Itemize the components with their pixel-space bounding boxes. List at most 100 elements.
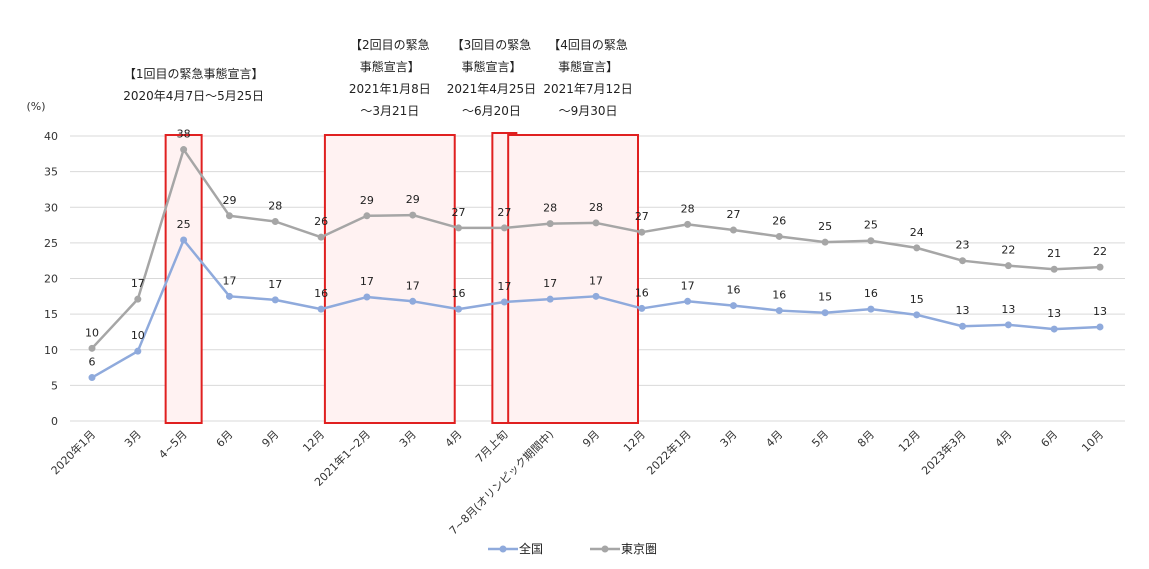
data-point — [867, 305, 875, 313]
data-point — [500, 298, 508, 306]
legend-label: 全国 — [519, 541, 543, 556]
annotation-line: ～3月21日 — [360, 104, 419, 118]
data-label: 29 — [360, 194, 374, 207]
legend-label: 東京圏 — [621, 542, 657, 556]
data-point — [592, 219, 600, 227]
data-label: 17 — [589, 274, 603, 287]
data-label: 25 — [864, 219, 878, 232]
annotation-line: 事態宣言】 — [558, 59, 618, 74]
emergency-period-box — [164, 134, 203, 424]
x-tick-label: 6月 — [214, 428, 236, 450]
data-point — [271, 296, 279, 304]
x-tick-label: 4月 — [443, 428, 465, 450]
y-tick-label: 35 — [44, 166, 58, 179]
y-tick-label: 25 — [44, 237, 58, 250]
data-point — [546, 295, 554, 303]
data-label: 29 — [406, 193, 420, 206]
annotation-line: 2021年7月12日 — [543, 82, 632, 96]
data-label: 38 — [177, 128, 191, 141]
data-point — [317, 233, 325, 241]
data-point — [775, 307, 783, 315]
data-label: 28 — [589, 201, 603, 214]
data-point — [363, 212, 371, 220]
legend: 全国 東京圏 — [488, 541, 657, 556]
data-labels: 6 10 25 17 17 16 17 17 16 17 17 17 16 17 16 16 15 16 15 13 1… — [85, 128, 1107, 369]
x-tick-label: 7月上旬 — [473, 428, 510, 465]
data-label: 27 — [635, 210, 649, 223]
y-axis: 0 5 10 15 20 25 30 35 40 — [44, 130, 58, 428]
data-label: 16 — [314, 287, 328, 300]
data-point — [363, 293, 371, 301]
data-label: 17 — [360, 275, 374, 288]
data-label: 23 — [956, 239, 970, 252]
data-label: 25 — [818, 220, 832, 233]
data-label: 13 — [956, 304, 970, 317]
data-label: 26 — [314, 215, 328, 228]
data-point — [409, 211, 417, 219]
data-point — [729, 302, 737, 310]
y-tick-label: 15 — [44, 308, 58, 321]
data-label: 17 — [131, 277, 145, 290]
data-label: 28 — [268, 200, 282, 213]
data-point — [729, 226, 737, 234]
data-point — [134, 295, 142, 303]
x-tick-label: 6月 — [1038, 428, 1060, 450]
data-point — [684, 297, 692, 305]
data-point — [959, 257, 967, 265]
data-label: 13 — [1001, 303, 1015, 316]
data-point — [180, 146, 188, 154]
y-tick-label: 0 — [51, 415, 58, 428]
x-tick-label: 12月 — [300, 428, 327, 455]
data-label: 16 — [452, 287, 466, 300]
data-label: 26 — [772, 214, 786, 227]
data-point — [592, 292, 600, 300]
y-axis-unit: (%) — [26, 100, 45, 113]
annotation-text: 【4回目の緊急事態宣言】 2021年7月12日 ～9月30日 — [543, 37, 632, 118]
data-point — [500, 224, 508, 232]
data-point — [959, 322, 967, 330]
data-label: 16 — [864, 287, 878, 300]
data-point — [225, 292, 233, 300]
data-label: 17 — [268, 278, 282, 291]
annotation-line: 【1回目の緊急事態宣言】 — [124, 66, 264, 81]
data-label: 28 — [543, 202, 557, 215]
annotation-text: 【2回目の緊急事態宣言】 2021年1月8日 ～3月21日 — [349, 37, 431, 118]
data-point — [455, 224, 463, 232]
annotation-line: 事態宣言】 — [461, 59, 521, 74]
x-tick-label: 2020年1月 — [48, 427, 98, 477]
annotation-line: 事態宣言】 — [360, 59, 420, 74]
data-label: 22 — [1093, 245, 1107, 258]
data-point — [1050, 325, 1058, 333]
data-point — [88, 374, 96, 382]
data-point — [821, 238, 829, 246]
series-lines — [88, 146, 1104, 382]
emergency-period-highlights — [164, 132, 639, 424]
data-label: 16 — [635, 286, 649, 299]
x-tick-label: 9月 — [259, 428, 281, 450]
data-label: 17 — [681, 279, 695, 292]
y-tick-label: 30 — [44, 201, 58, 214]
x-tick-label: 12月 — [896, 428, 923, 455]
legend-marker — [499, 545, 507, 553]
data-point — [913, 311, 921, 319]
data-label: 17 — [222, 274, 236, 287]
x-tick-label: 12月 — [621, 428, 648, 455]
data-label: 22 — [1001, 244, 1015, 257]
data-point — [225, 212, 233, 220]
data-label: 13 — [1047, 307, 1061, 320]
data-label: 21 — [1047, 247, 1061, 260]
data-point — [88, 344, 96, 352]
y-tick-label: 5 — [51, 379, 58, 392]
x-tick-label: 2023年3月 — [918, 427, 968, 477]
x-tick-label: 4月 — [993, 428, 1015, 450]
x-tick-label: 3月 — [122, 428, 144, 450]
data-label: 27 — [726, 208, 740, 221]
data-point — [1096, 263, 1104, 271]
data-label: 17 — [406, 279, 420, 292]
y-tick-label: 20 — [44, 273, 58, 286]
data-point — [271, 218, 279, 225]
emergency-annotations: 【1回目の緊急事態宣言】 2020年4月7日～5月25日 【2回目の緊急事態宣言】 2… — [123, 37, 633, 118]
data-label: 6 — [89, 356, 96, 369]
data-point — [546, 220, 554, 228]
